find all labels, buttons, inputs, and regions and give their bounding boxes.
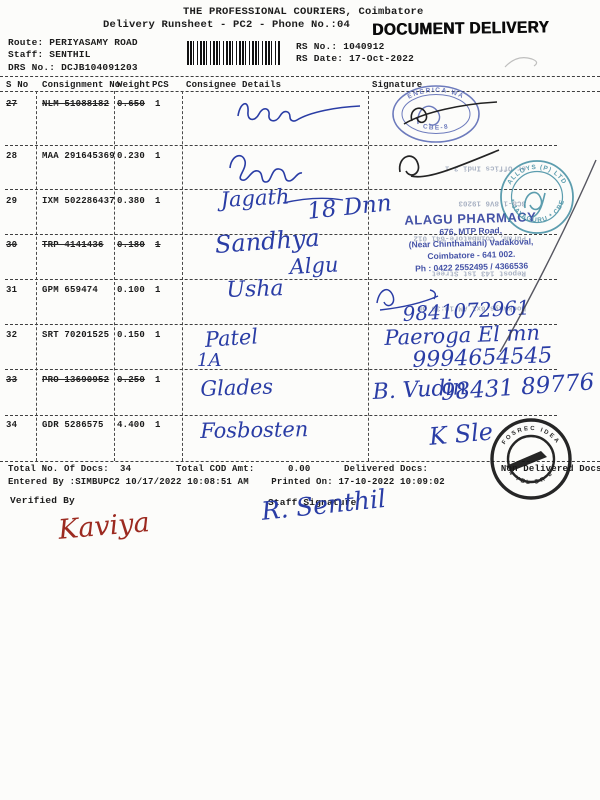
row30-weight: 0.180 (117, 240, 146, 250)
black-stamp-top-text: FOSREC IDEA (501, 426, 558, 446)
column-divider (368, 91, 369, 461)
col-header-pcs: PCS (152, 80, 169, 90)
svg-text:FOSREC IDEA: FOSREC IDEA (501, 426, 560, 446)
row-divider (5, 189, 557, 190)
row30-sno: 30 (6, 240, 18, 250)
column-divider (36, 91, 37, 461)
row33-weight: 0.250 (117, 375, 146, 385)
row27-sno: 27 (6, 99, 18, 109)
enerica-stamp-bottom-text: CBE-8 (422, 123, 448, 132)
handwriting-phone-9994654545: 9994654545 (412, 343, 553, 373)
row31-consignment: GPM 659474 (42, 285, 99, 295)
handwriting-algu: Algu (289, 252, 340, 279)
row27-consignment: NLM 51088182 (42, 99, 110, 109)
divider (0, 91, 600, 92)
row31-pcs: 1 (155, 285, 161, 295)
enerica-round-stamp: ENERICA WA CBE-8 (392, 85, 480, 143)
row31-sno: 31 (6, 285, 18, 295)
row-divider (5, 415, 557, 416)
pen-stroke-row27 (403, 101, 498, 125)
row28-pcs: 1 (155, 151, 161, 161)
row-divider (5, 324, 557, 325)
handwriting-1a: 1A (197, 350, 222, 371)
row32-consignment: SRT 70201525 (42, 330, 110, 340)
handwriting-glades: Glades (200, 374, 274, 401)
inverted-stamp-line: er Offics Indi 3-1 (444, 163, 526, 172)
svg-text:CBE-8: CBE-8 (422, 123, 450, 132)
company-title: THE PROFESSIONAL COURIERS, Coimbatore (183, 6, 424, 18)
row34-pcs: 1 (155, 420, 161, 430)
row28-consignment: MAA 291645369 (42, 151, 115, 161)
barcode (187, 41, 280, 65)
verified-by-handwritten-signature: Kaviya (57, 507, 151, 546)
row-divider (5, 145, 557, 146)
row32-sno: 32 (6, 330, 18, 340)
black-round-stamp: FOSREC IDEA 4 YEL DR 8 (490, 418, 572, 500)
table-bottom-divider (0, 461, 600, 462)
row28-sno: 28 (6, 151, 18, 161)
row29-consignment: IXM 502286437 (42, 196, 115, 206)
row32-weight: 0.150 (117, 330, 146, 340)
column-divider (182, 91, 183, 461)
row33-pcs: 1 (155, 375, 161, 385)
col-header-signature: Signature (372, 80, 423, 90)
row30-pcs: 1 (155, 240, 161, 250)
handwriting-patel: Patel (204, 324, 259, 352)
row-divider (5, 279, 557, 280)
totals-line: Total No. Of Docs: 34 Total COD Amt: 0.0… (8, 464, 600, 474)
row34-sno: 34 (6, 420, 18, 430)
row-divider (5, 369, 557, 370)
rs-number-line: RS No.: 1040912 (296, 41, 385, 52)
divider (0, 76, 600, 77)
handwriting-k-sle: K Sle (428, 417, 495, 451)
staff-line: Staff: SENTHIL (8, 49, 91, 60)
runsheet-title: Delivery Runsheet - PC2 - Phone No.:04 (103, 19, 351, 31)
row34-consignment: GDR 5286575 (42, 420, 104, 430)
drs-number-line: DRS No.: DCJB104091203 (8, 62, 138, 73)
col-header-weight: Weight (117, 80, 151, 90)
column-divider (114, 91, 115, 461)
handwritten-signature-row28 (229, 154, 303, 183)
row29-sno: 29 (6, 196, 18, 206)
handwriting-jagath: Jagath (220, 184, 291, 212)
handwriting-usha: Usha (226, 276, 284, 303)
row31-weight: 0.100 (117, 285, 146, 295)
verified-by-label: Verified By (10, 495, 75, 506)
alagu-pharmacy-stamp: ALAGU PHARMACY 676, MTP Road, (Near Chin… (384, 209, 558, 276)
row-divider (5, 234, 557, 235)
col-header-sno: S No (6, 80, 29, 90)
document-delivery-stamp: DOCUMENT DELIVERY (372, 18, 550, 39)
staff-handwritten-signature: R. Senthil (260, 483, 388, 526)
route-line: Route: PERIYASAMY ROAD (8, 37, 138, 48)
handwritten-signature-row27 (237, 103, 361, 122)
rs-date-line: RS Date: 17-Oct-2022 (296, 53, 415, 64)
row34-weight: 4.400 (117, 420, 146, 430)
entered-by-line: Entered By :SIMBUPC2 10/17/2022 10:08:51… (8, 477, 445, 487)
staff-signature-label: Staff Signature (268, 497, 357, 508)
row27-weight: 0.650 (117, 99, 146, 109)
col-header-consignee: Consignee Details (186, 80, 282, 90)
row33-consignment: PRO 13690952 (42, 375, 110, 385)
row29-weight: 0.380 (117, 196, 146, 206)
row27-pcs: 1 (155, 99, 161, 109)
row33-sno: 33 (6, 375, 18, 385)
row28-weight: 0.230 (117, 151, 146, 161)
row30-consignment: TRP 4141436 (42, 240, 104, 250)
col-header-consignment: Consignment No (42, 80, 121, 90)
pencil-squiggle (504, 57, 538, 68)
row29-pcs: 1 (155, 196, 161, 206)
row32-pcs: 1 (155, 330, 161, 340)
handwriting-fosbosten: Fosbosten (200, 417, 309, 443)
